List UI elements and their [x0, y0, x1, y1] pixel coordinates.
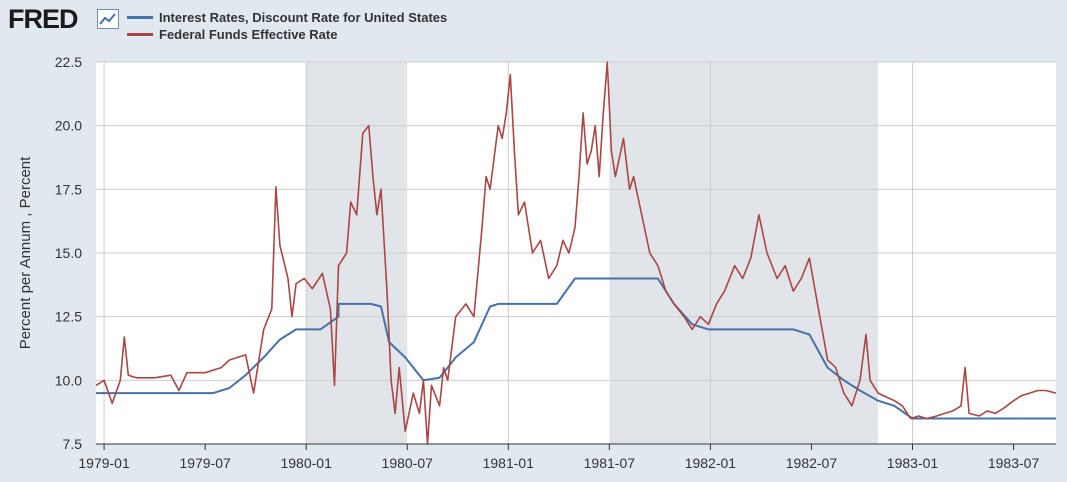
y-tick-label: 17.5	[55, 181, 82, 197]
x-tick-label: 1981-07	[584, 455, 636, 471]
legend-label-fedfunds: Federal Funds Effective Rate	[159, 27, 338, 42]
x-tick-label: 1979-01	[78, 455, 130, 471]
chart-line-icon	[97, 9, 119, 29]
y-tick-label: 15.0	[55, 245, 82, 261]
legend-item-discount-rate[interactable]: Interest Rates, Discount Rate for United…	[127, 9, 447, 26]
x-tick-label: 1983-01	[887, 455, 939, 471]
series-lines	[95, 61, 1057, 445]
y-tick-label: 7.5	[63, 436, 83, 452]
discount-rate-line[interactable]	[96, 277, 1056, 420]
legend-label-discount: Interest Rates, Discount Rate for United…	[159, 10, 448, 25]
y-tick-label: 10.0	[55, 372, 82, 388]
x-axis-ticks: 1979-01 1979-07 1980-01 1980-07 1981-01 1981-…	[78, 444, 1039, 471]
x-tick-label: 1981-01	[483, 455, 535, 471]
chart-header: FRED Interest Rates, Discount Rate for U…	[0, 0, 1067, 46]
legend-swatch-fedfunds	[127, 33, 153, 36]
legend-item-fed-funds[interactable]: Federal Funds Effective Rate	[127, 26, 447, 43]
legend-swatch-discount	[127, 16, 153, 19]
chart-legend: Interest Rates, Discount Rate for United…	[127, 9, 447, 43]
x-tick-label: 1979-07	[179, 455, 231, 471]
y-tick-label: 12.5	[55, 309, 82, 325]
fred-logo[interactable]: FRED	[8, 4, 78, 34]
fed-funds-rate-line[interactable]	[95, 61, 1057, 445]
x-tick-label: 1982-01	[685, 455, 737, 471]
x-tick-label: 1983-07	[988, 455, 1040, 471]
y-axis-label: Percent per Annum , Percent	[17, 156, 34, 349]
y-tick-label: 22.5	[55, 54, 82, 70]
x-tick-label: 1980-07	[382, 455, 434, 471]
x-tick-label: 1980-01	[280, 455, 332, 471]
x-tick-label: 1982-07	[786, 455, 838, 471]
y-axis-ticks: 7.5 10.0 12.5 15.0 17.5 20.0 22.5	[55, 54, 82, 452]
y-tick-label: 20.0	[55, 118, 82, 134]
